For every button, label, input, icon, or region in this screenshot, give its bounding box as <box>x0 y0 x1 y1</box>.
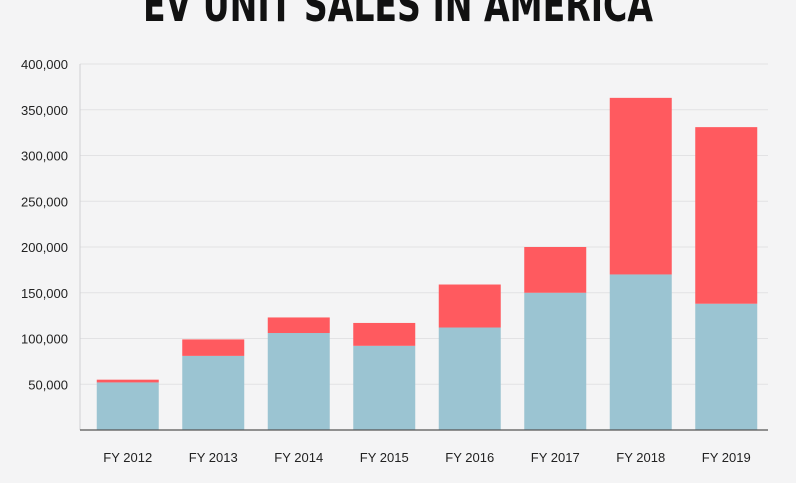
y-tick-label: 100,000 <box>21 332 68 347</box>
bar-fy-2014-series-1 <box>267 333 330 430</box>
bar-fy-2015-series-1 <box>353 345 416 430</box>
x-tick-label: FY 2015 <box>360 450 409 465</box>
y-tick-label: 350,000 <box>21 103 68 118</box>
x-tick-label: FY 2014 <box>274 450 323 465</box>
y-tick-label: 200,000 <box>21 240 68 255</box>
y-tick-label: 150,000 <box>21 286 68 301</box>
bar-fy-2016-series-1 <box>438 327 501 430</box>
y-tick-label: 250,000 <box>21 194 68 209</box>
bar-fy-2014-series-2 <box>267 317 330 334</box>
bar-fy-2018-series-1 <box>609 274 672 430</box>
bar-fy-2017-series-1 <box>524 292 587 430</box>
bar-fy-2017-series-2 <box>524 247 587 293</box>
y-tick-label: 400,000 <box>21 57 68 72</box>
x-tick-label: FY 2017 <box>531 450 580 465</box>
bar-fy-2013-series-2 <box>182 339 245 356</box>
x-tick-label: FY 2016 <box>445 450 494 465</box>
bar-fy-2015-series-2 <box>353 322 416 346</box>
x-tick-label: FY 2018 <box>616 450 665 465</box>
bar-fy-2019-series-1 <box>695 303 758 430</box>
bar-fy-2018-series-2 <box>609 97 672 275</box>
bar-fy-2012-series-1 <box>96 382 159 430</box>
bar-fy-2016-series-2 <box>438 284 501 328</box>
x-tick-label: FY 2019 <box>702 450 751 465</box>
y-tick-label: 300,000 <box>21 149 68 164</box>
x-tick-label: FY 2012 <box>103 450 152 465</box>
bar-fy-2019-series-2 <box>695 127 758 304</box>
x-tick-label: FY 2013 <box>189 450 238 465</box>
bar-fy-2012-series-2 <box>96 379 159 383</box>
y-tick-label: 50,000 <box>28 377 68 392</box>
bar-fy-2013-series-1 <box>182 355 245 430</box>
x-axis: FY 2012 FY 2013 FY 2014 FY 2015 FY 2016 FY 20… <box>80 429 768 465</box>
y-axis: 50,000 100,000 150,000 200,000 250,000 300,00… <box>21 57 81 430</box>
bars <box>96 97 758 430</box>
chart-title: EV UNIT SALES IN AMERICA <box>142 0 653 32</box>
